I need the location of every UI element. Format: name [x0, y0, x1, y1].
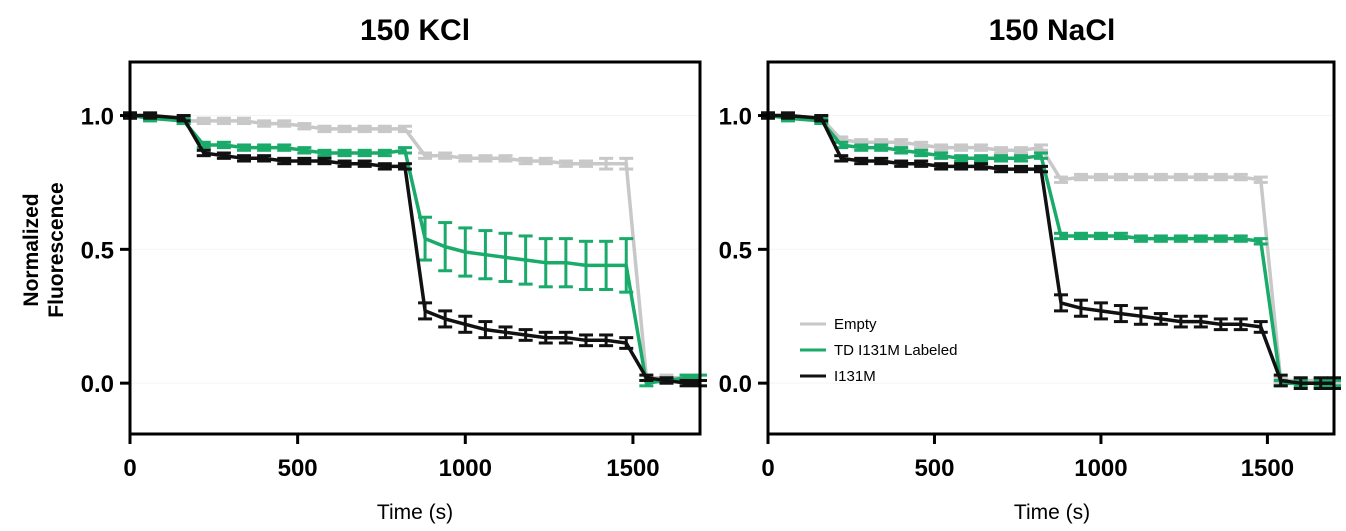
series-line-empty: [129, 113, 700, 380]
axis-ticks: 0 500 1000 1500 0.0 0.5 1.0: [81, 104, 660, 482]
legend: Empty TD I131M Labeled I131M: [800, 316, 957, 385]
x-tick-label: 500: [278, 455, 318, 482]
y-tick-label: 1.0: [719, 104, 752, 131]
x-tick-label: 1000: [439, 455, 492, 482]
series-line-td-i131m-labeled: [767, 113, 1334, 385]
x-tick-label: 1000: [1074, 455, 1127, 482]
y-axis-label-line-1: Normalized: [20, 193, 43, 306]
x-axis-label: Time (s): [377, 501, 453, 524]
x-tick-label: 1500: [606, 455, 659, 482]
x-tick-label: 0: [761, 455, 774, 482]
series-i131m: [761, 111, 1341, 391]
y-tick-label: 1.0: [81, 104, 114, 131]
y-tick-label: 0.0: [719, 371, 752, 398]
legend-item-td-i131m-labeled: TD I131M Labeled: [800, 342, 957, 359]
series-line-i131m: [130, 113, 700, 385]
series-td-i131m-labeled: [761, 111, 1341, 388]
y-axis-label-line-2: Fluorescence: [45, 182, 68, 317]
legend-label: I131M: [834, 368, 876, 385]
chart-title: 150 KCl: [360, 14, 470, 47]
legend-label: Empty: [834, 316, 877, 333]
y-tick-label: 0.5: [81, 237, 114, 264]
x-tick-label: 0: [123, 455, 136, 482]
chart-title: 150 NaCl: [989, 14, 1116, 47]
y-axis-label: Normalized Fluorescence: [20, 182, 68, 317]
y-tick-label: 0.0: [81, 371, 114, 398]
legend-label: TD I131M Labeled: [834, 342, 957, 359]
x-axis-label: Time (s): [1014, 501, 1090, 524]
legend-item-empty: Empty: [800, 316, 877, 333]
series-line-td-i131m-labeled: [129, 113, 700, 385]
plot-marks: [761, 111, 1341, 391]
legend-item-i131m: I131M: [800, 368, 876, 385]
series-i131m: [123, 111, 707, 388]
axis-ticks: 0 500 1000 1500 0.0 0.5 1.0: [719, 104, 1294, 482]
x-tick-label: 500: [914, 455, 954, 482]
x-tick-label: 1500: [1241, 455, 1294, 482]
series-line-i131m: [768, 113, 1334, 385]
y-tick-label: 0.5: [719, 237, 752, 264]
plot-marks: [123, 111, 707, 388]
series-line-empty: [768, 113, 1334, 383]
chart-panel-kcl: 150 KCl 0 500 1000 1500 0.0 0.5 1.0 Time (s): [81, 14, 707, 524]
